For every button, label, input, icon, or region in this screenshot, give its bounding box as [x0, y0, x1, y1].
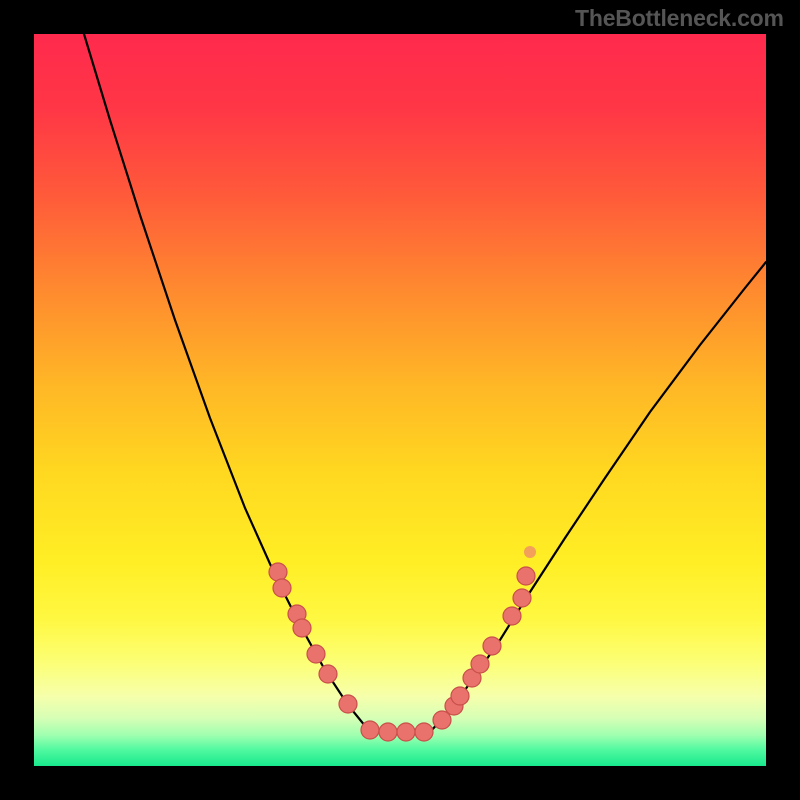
data-marker	[517, 567, 535, 585]
data-marker	[339, 695, 357, 713]
data-marker	[503, 607, 521, 625]
data-marker	[319, 665, 337, 683]
data-marker	[379, 723, 397, 741]
data-marker	[361, 721, 379, 739]
data-marker	[483, 637, 501, 655]
chart-svg	[0, 0, 800, 800]
data-marker	[307, 645, 325, 663]
data-marker	[451, 687, 469, 705]
data-marker	[269, 563, 287, 581]
accent-marker	[524, 546, 536, 558]
data-marker	[471, 655, 489, 673]
curve-left-branch	[84, 34, 370, 732]
data-marker	[293, 619, 311, 637]
data-marker	[415, 723, 433, 741]
data-marker	[397, 723, 415, 741]
data-marker	[513, 589, 531, 607]
data-marker	[273, 579, 291, 597]
